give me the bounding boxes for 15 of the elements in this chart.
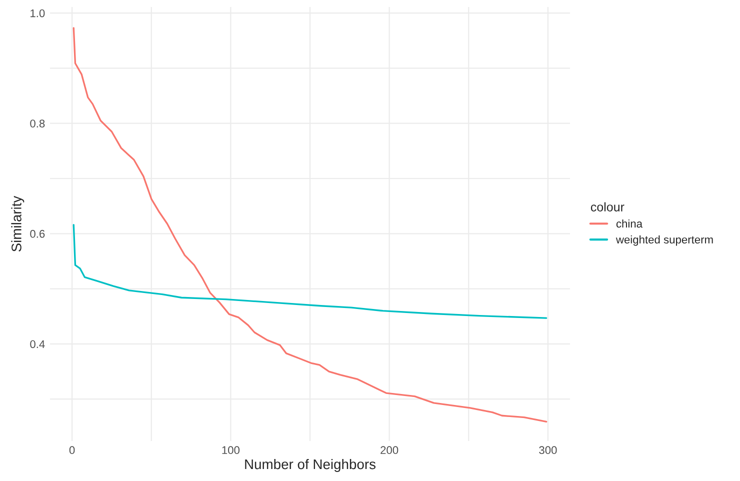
legend-title: colour xyxy=(590,202,624,212)
x-tick-label: 0 xyxy=(69,446,75,454)
legend-label: china xyxy=(616,219,643,228)
x-axis-title: Number of Neighbors xyxy=(245,458,376,472)
x-tick-label: 100 xyxy=(222,446,240,454)
line-series xyxy=(72,224,548,319)
y-tick-label: 0.8 xyxy=(30,120,45,128)
legend-label: weighted superterm xyxy=(616,235,713,246)
x-tick-label: 300 xyxy=(539,446,557,454)
line-series xyxy=(72,27,548,423)
y-tick-label: 0.6 xyxy=(30,230,45,238)
y-tick-label: 0.4 xyxy=(30,340,45,348)
y-axis-title: Similarity xyxy=(11,196,24,252)
x-tick-label: 200 xyxy=(380,446,398,454)
y-tick-label: 1.0 xyxy=(30,9,45,18)
